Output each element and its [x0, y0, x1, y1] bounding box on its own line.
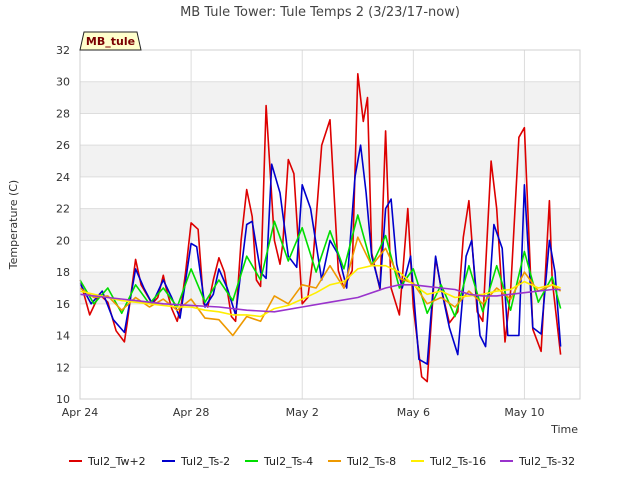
series-lines — [79, 73, 562, 383]
y-tick-label: 14 — [56, 330, 70, 343]
x-tick-label: May 10 — [504, 406, 544, 419]
x-axis-label: Time — [550, 423, 578, 436]
y-tick-label: 20 — [56, 234, 70, 247]
grid-band — [80, 335, 580, 368]
legend-label-tul2-ts-4: Tul2_Ts-4 — [263, 455, 313, 468]
series-line-tul2-ts-32 — [79, 283, 561, 313]
legend-label-tul2-ts-32: Tul2_Ts-32 — [518, 455, 575, 468]
x-tick-label: May 2 — [286, 406, 319, 419]
grid-band — [80, 81, 580, 114]
grid-band — [80, 208, 580, 241]
y-tick-label: 30 — [56, 76, 70, 89]
legend: Tul2_Tw+2 Tul2_Ts-2 Tul2_Ts-4 Tul2_Ts-8 Tul2… — [69, 455, 575, 468]
legend-label-tul2-tw-2: Tul2_Tw+2 — [87, 455, 146, 468]
y-tick-label: 32 — [56, 44, 70, 57]
grid-band — [80, 145, 580, 177]
x-tick-label: Apr 24 — [62, 406, 99, 419]
y-tick-label: 12 — [56, 361, 70, 374]
x-tick-label: May 6 — [397, 406, 430, 419]
y-tick-label: 24 — [56, 171, 70, 184]
legend-label-tul2-ts-16: Tul2_Ts-16 — [429, 455, 486, 468]
legend-label-tul2-ts-2: Tul2_Ts-2 — [180, 455, 230, 468]
plot-frame — [79, 49, 581, 400]
chart-title: MB Tule Tower: Tule Temps 2 (3/23/17-now… — [180, 5, 460, 20]
y-tick-label: 28 — [56, 107, 70, 120]
station-badge: MB_tule — [79, 31, 142, 51]
station-badge-label: MB_tule — [86, 35, 135, 48]
y-tick-label: 10 — [56, 393, 70, 406]
series-line-tul2-ts-4 — [79, 214, 562, 318]
y-tick-label: 22 — [56, 203, 70, 216]
legend-label-tul2-ts-8: Tul2_Ts-8 — [346, 455, 396, 468]
series-line-tul2-ts-16 — [79, 264, 561, 318]
y-axis-label: Temperature (C) — [7, 180, 20, 270]
y-tick-label: 26 — [56, 139, 70, 152]
series-line-tul2-ts-8 — [79, 236, 562, 337]
y-tick-label: 16 — [56, 298, 70, 311]
y-tick-label: 18 — [56, 266, 70, 279]
x-tick-label: Apr 28 — [173, 406, 210, 419]
